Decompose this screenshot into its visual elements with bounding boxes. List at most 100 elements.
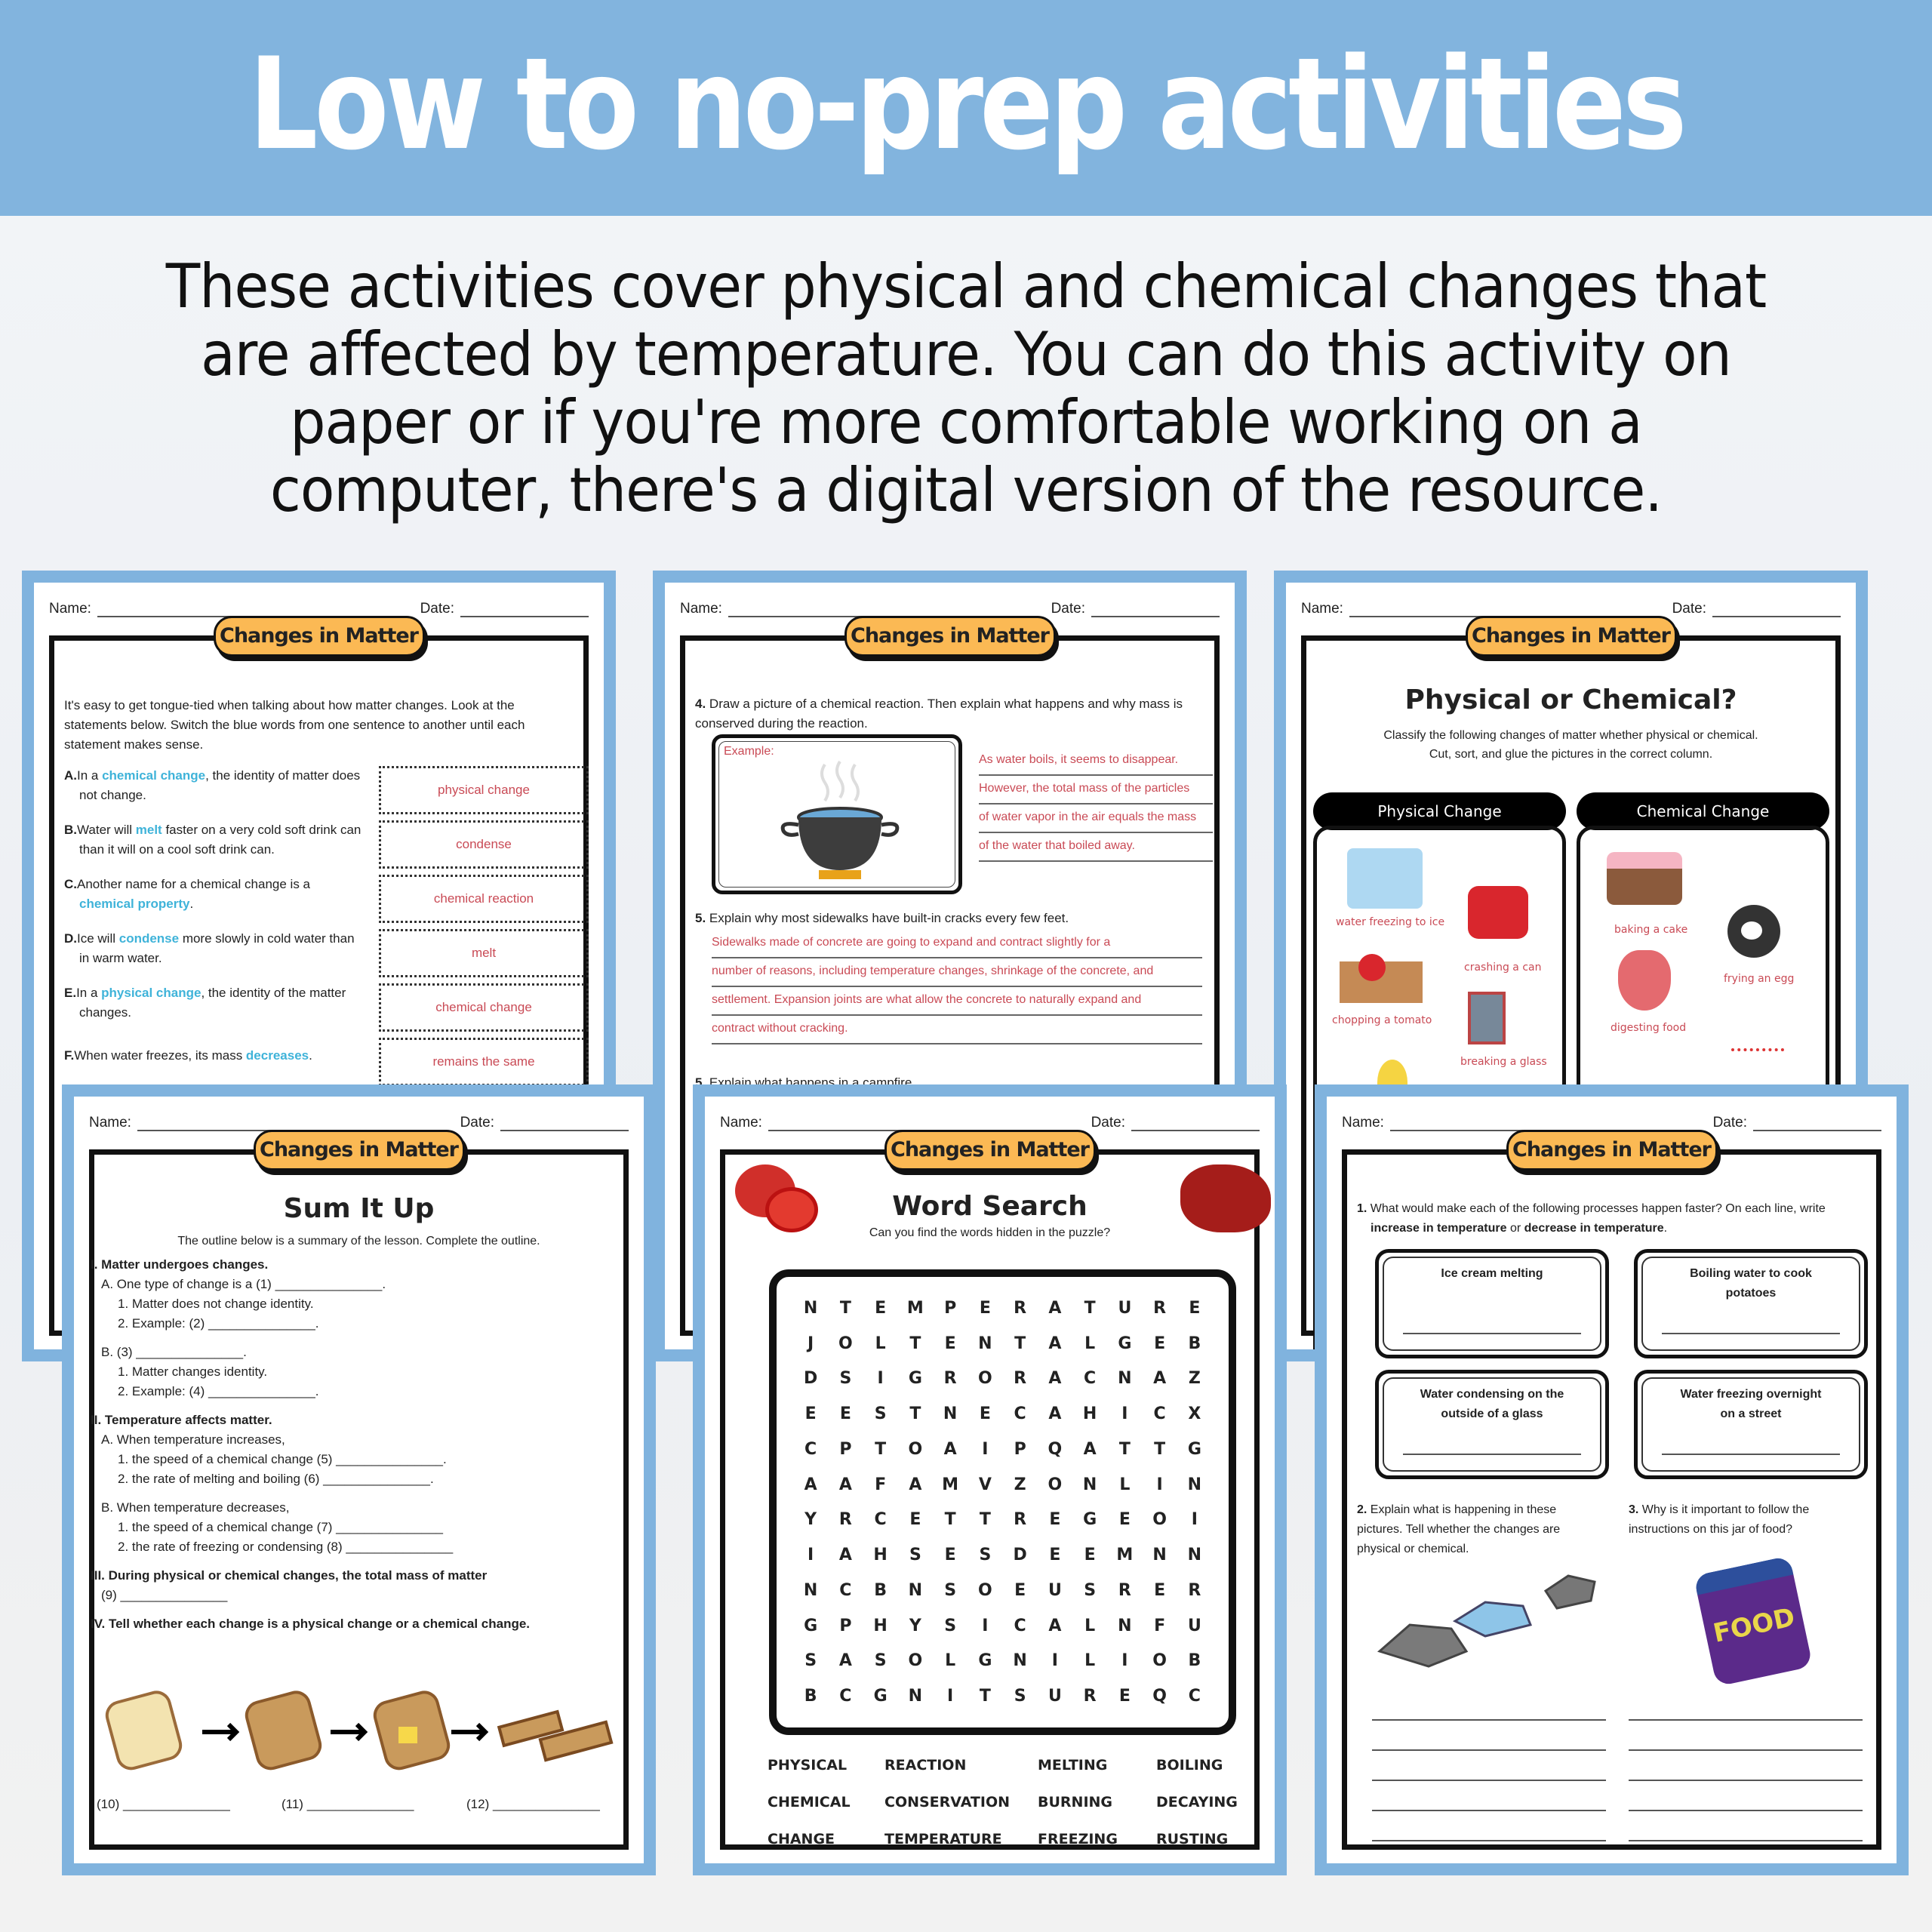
grid-letter[interactable]: O [908,1651,923,1671]
date-field[interactable] [1091,599,1220,617]
grid-letter[interactable]: I [947,1687,954,1706]
grid-letter[interactable]: G [908,1369,922,1389]
grid-letter[interactable]: E [804,1404,817,1424]
grid-letter[interactable]: G [1187,1439,1201,1459]
answer-line[interactable]: of the water that boiled away. [979,839,1213,862]
grid-letter[interactable]: U [1187,1616,1201,1635]
grid-letter[interactable]: J [808,1334,814,1353]
grid-letter[interactable]: T [839,1298,851,1318]
grid-letter[interactable]: N [943,1404,958,1424]
grid-letter[interactable]: N [1152,1546,1167,1565]
grid-letter[interactable]: E [1118,1687,1131,1706]
grid-letter[interactable]: U [1118,1298,1132,1318]
grid-letter[interactable]: S [804,1651,817,1671]
grid-letter[interactable]: T [944,1510,956,1530]
grid-letter[interactable]: S [874,1651,887,1671]
answer-line[interactable] [1629,1749,1863,1751]
grid-letter[interactable]: E [839,1404,851,1424]
answer-line[interactable]: number of reasons, including temperature… [712,964,1202,987]
grid-letter[interactable]: C [874,1510,887,1530]
grid-letter[interactable]: A [1083,1439,1097,1459]
grid-letter[interactable]: L [1084,1651,1096,1671]
date-field[interactable] [1131,1113,1260,1131]
grid-letter[interactable]: N [1013,1651,1027,1671]
grid-letter[interactable]: S [944,1580,957,1600]
grid-letter[interactable]: T [1154,1439,1166,1459]
answer-cutout-box[interactable]: physical change [379,766,589,814]
grid-letter[interactable]: F [1154,1616,1166,1635]
answer-line[interactable] [1662,1333,1840,1334]
grid-letter[interactable]: I [1121,1651,1128,1671]
grid-letter[interactable]: E [944,1546,956,1565]
grid-letter[interactable]: B [874,1580,888,1600]
grid-letter[interactable]: A [1048,1616,1062,1635]
grid-letter[interactable]: R [943,1369,957,1389]
grid-letter[interactable]: E [1189,1298,1201,1318]
grid-letter[interactable]: Z [1188,1369,1201,1389]
grid-letter[interactable]: M [1116,1546,1134,1565]
grid-letter[interactable]: C [1084,1369,1097,1389]
grid-letter[interactable]: P [839,1616,852,1635]
answer-cutout-box[interactable]: remains the same [379,1038,589,1086]
grid-letter[interactable]: C [839,1687,852,1706]
grid-letter[interactable]: P [839,1439,852,1459]
grid-letter[interactable]: H [873,1616,888,1635]
grid-letter[interactable]: Z [1014,1475,1026,1494]
answer-line[interactable]: of water vapor in the air equals the mas… [979,811,1213,833]
grid-letter[interactable]: N [1187,1475,1202,1494]
grid-letter[interactable]: R [1014,1510,1027,1530]
grid-letter[interactable]: X [1188,1404,1201,1424]
grid-letter[interactable]: E [1084,1546,1096,1565]
grid-letter[interactable]: E [1118,1510,1131,1530]
grid-letter[interactable]: E [1154,1334,1166,1353]
grid-letter[interactable]: I [982,1439,989,1459]
grid-letter[interactable]: A [943,1439,957,1459]
date-field[interactable] [460,599,589,617]
grid-letter[interactable]: O [838,1334,853,1353]
grid-letter[interactable]: A [838,1546,852,1565]
grid-letter[interactable]: N [978,1334,992,1353]
grid-letter[interactable]: S [944,1616,957,1635]
grid-letter[interactable]: Y [909,1616,921,1635]
grid-letter[interactable]: Y [804,1510,817,1530]
grid-letter[interactable]: B [804,1687,817,1706]
name-field[interactable] [768,1113,1075,1131]
answer-line[interactable] [1662,1454,1840,1455]
grid-letter[interactable]: M [906,1298,924,1318]
grid-letter[interactable]: E [1049,1546,1061,1565]
grid-letter[interactable]: H [873,1546,888,1565]
grid-letter[interactable]: D [1013,1546,1027,1565]
grid-letter[interactable]: R [838,1510,852,1530]
answer-line[interactable] [1372,1749,1606,1751]
grid-letter[interactable]: E [979,1404,991,1424]
date-field[interactable] [500,1113,629,1131]
grid-letter[interactable]: S [874,1404,887,1424]
grid-letter[interactable]: C [804,1439,817,1459]
grid-letter[interactable]: A [1153,1369,1167,1389]
grid-letter[interactable]: R [1153,1298,1167,1318]
grid-letter[interactable]: A [804,1475,817,1494]
grid-letter[interactable]: C [1014,1404,1026,1424]
grid-letter[interactable]: G [1118,1334,1132,1353]
grid-letter[interactable]: T [979,1687,991,1706]
grid-letter[interactable]: F [875,1475,887,1494]
grid-letter[interactable]: T [909,1334,921,1353]
grid-letter[interactable]: E [1154,1580,1166,1600]
answer-cutout-box[interactable]: chemical change [379,983,589,1032]
grid-letter[interactable]: N [803,1580,818,1600]
grid-letter[interactable]: Q [1152,1687,1167,1706]
answer-line[interactable] [1372,1719,1606,1721]
answer-line[interactable] [1403,1333,1581,1334]
answer-line[interactable]: As water boils, it seems to disappear. [979,753,1213,776]
grid-letter[interactable]: G [978,1651,992,1671]
name-field[interactable] [728,599,1035,617]
grid-letter[interactable]: C [1188,1687,1201,1706]
answer-line[interactable]: contract without cracking. [712,1022,1202,1044]
grid-letter[interactable]: S [909,1546,921,1565]
grid-letter[interactable]: O [1152,1651,1167,1671]
grid-letter[interactable]: P [1014,1439,1026,1459]
name-field[interactable] [1389,1113,1697,1131]
grid-letter[interactable]: O [978,1369,992,1389]
grid-letter[interactable]: R [1083,1687,1097,1706]
answer-line[interactable] [1372,1810,1606,1811]
